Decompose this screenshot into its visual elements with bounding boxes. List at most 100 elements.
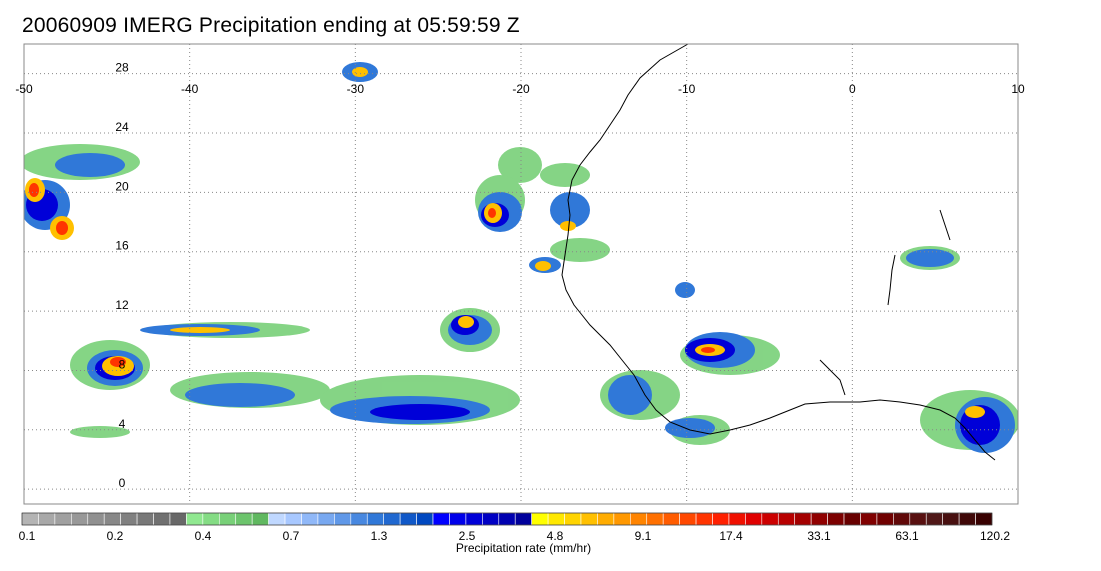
colorbar-cell (350, 512, 368, 526)
colorbar-cell (679, 512, 697, 526)
colorbar-tick-label: 0.2 (107, 529, 124, 543)
colorbar-cell (120, 512, 138, 526)
colorbar-cell (827, 512, 845, 526)
colorbar-cell (317, 512, 335, 526)
colorbar-cell (909, 512, 927, 526)
map-frame (23, 43, 1019, 505)
colorbar-cell (465, 512, 483, 526)
colorbar-cell (728, 512, 746, 526)
colorbar-cell (860, 512, 878, 526)
colorbar-tick-label: 63.1 (895, 529, 919, 543)
lon-tick-label: -20 (512, 82, 530, 96)
colorbar-cell (301, 512, 319, 526)
colorbar-frame (21, 512, 993, 526)
lat-tick-label: 28 (115, 61, 129, 75)
colorbar-cell (843, 512, 861, 526)
colorbar-cell (366, 512, 384, 526)
lat-tick-label: 16 (115, 239, 129, 253)
colorbar-tick-label: 9.1 (635, 529, 652, 543)
colorbar-cell (777, 512, 796, 526)
lon-tick-label: -30 (347, 82, 365, 96)
colorbar-cells (21, 512, 993, 526)
lon-tick-label: 10 (1011, 82, 1025, 96)
colorbar-cell (498, 512, 516, 526)
colorbar-cell (87, 512, 105, 526)
colorbar-cell (646, 512, 664, 526)
precip-field (24, 62, 1018, 453)
colorbar-cell (334, 512, 352, 526)
colorbar-cell (942, 512, 960, 526)
lon-grid-lines (189, 44, 853, 504)
colorbar-cell (136, 512, 154, 526)
colorbar-cell (613, 512, 631, 526)
lat-tick-label: 20 (115, 179, 129, 193)
lat-tick-labels: 28 24 20 16 12 8 4 0 (115, 61, 129, 490)
colorbar-tick-label: 2.5 (459, 529, 476, 543)
colorbar-cell (958, 512, 976, 526)
lat-tick-label: 24 (115, 120, 129, 134)
colorbar-tick-labels: 0.1 0.2 0.4 0.7 1.3 2.5 4.8 9.1 17.4 33.1 63.1 120.… (19, 529, 1011, 543)
lat-tick-label: 4 (119, 417, 126, 431)
lat-tick-label: 0 (119, 476, 126, 490)
colorbar-cell (71, 512, 89, 526)
colorbar-cell (416, 512, 434, 526)
colorbar-cell (21, 512, 39, 526)
colorbar-cell (38, 512, 56, 526)
colorbar-tick-label: 120.2 (980, 529, 1010, 543)
colorbar-cell (54, 512, 72, 526)
colorbar-cell (218, 512, 237, 526)
coastline (561, 43, 996, 461)
colorbar-cell (268, 512, 286, 526)
colorbar-cell (662, 512, 680, 526)
lon-tick-labels: -50 -40 -30 -20 -10 0 10 (15, 82, 1025, 96)
colorbar-cell (514, 512, 532, 526)
map-title: 20060909 IMERG Precipitation ending at 0… (22, 14, 520, 37)
lat-tick-label: 8 (119, 357, 126, 371)
colorbar-cell (925, 512, 943, 526)
colorbar-tick-label: 0.4 (195, 529, 212, 543)
colorbar-tick-label: 1.3 (371, 529, 388, 543)
colorbar-tick-label: 0.1 (19, 529, 36, 543)
colorbar-cell (169, 512, 187, 526)
colorbar-cell (531, 512, 549, 526)
colorbar-cell (399, 512, 417, 526)
colorbar-cell (810, 512, 828, 526)
colorbar-cell (482, 512, 500, 526)
colorbar-tick-label: 17.4 (719, 529, 743, 543)
colorbar-cell (284, 512, 302, 526)
colorbar-cell (235, 512, 253, 526)
colorbar-cell (630, 512, 648, 526)
colorbar-label: Precipitation rate (mm/hr) (455, 541, 592, 555)
colorbar-cell (251, 512, 269, 526)
lat-grid-lines (24, 73, 1018, 490)
colorbar-cell (876, 512, 894, 526)
colorbar-cell (153, 512, 171, 526)
colorbar-cell (547, 512, 565, 526)
colorbar-cell (893, 512, 911, 526)
colorbar-cell (712, 512, 730, 526)
colorbar-cell (745, 512, 763, 526)
colorbar-cell (432, 512, 450, 526)
lat-tick-label: 12 (115, 298, 129, 312)
colorbar-tick-label: 4.8 (547, 529, 564, 543)
colorbar-cell (449, 512, 467, 526)
colorbar-cell (761, 512, 779, 526)
colorbar-cell (794, 512, 812, 526)
colorbar-cell (383, 512, 401, 526)
lon-tick-label: -50 (15, 82, 33, 96)
colorbar-cell (597, 512, 615, 526)
colorbar-tick-label: 0.7 (283, 529, 300, 543)
colorbar-tick-label: 33.1 (807, 529, 831, 543)
colorbar-cell (580, 512, 598, 526)
lon-tick-label: 0 (849, 82, 856, 96)
lon-tick-label: -10 (678, 82, 696, 96)
colorbar-cell (975, 512, 993, 526)
colorbar-cell (695, 512, 713, 526)
lon-tick-label: -40 (181, 82, 199, 96)
colorbar-cell (103, 512, 121, 526)
colorbar-cell (202, 512, 220, 526)
colorbar-cell (186, 512, 204, 526)
colorbar-cell (564, 512, 582, 526)
